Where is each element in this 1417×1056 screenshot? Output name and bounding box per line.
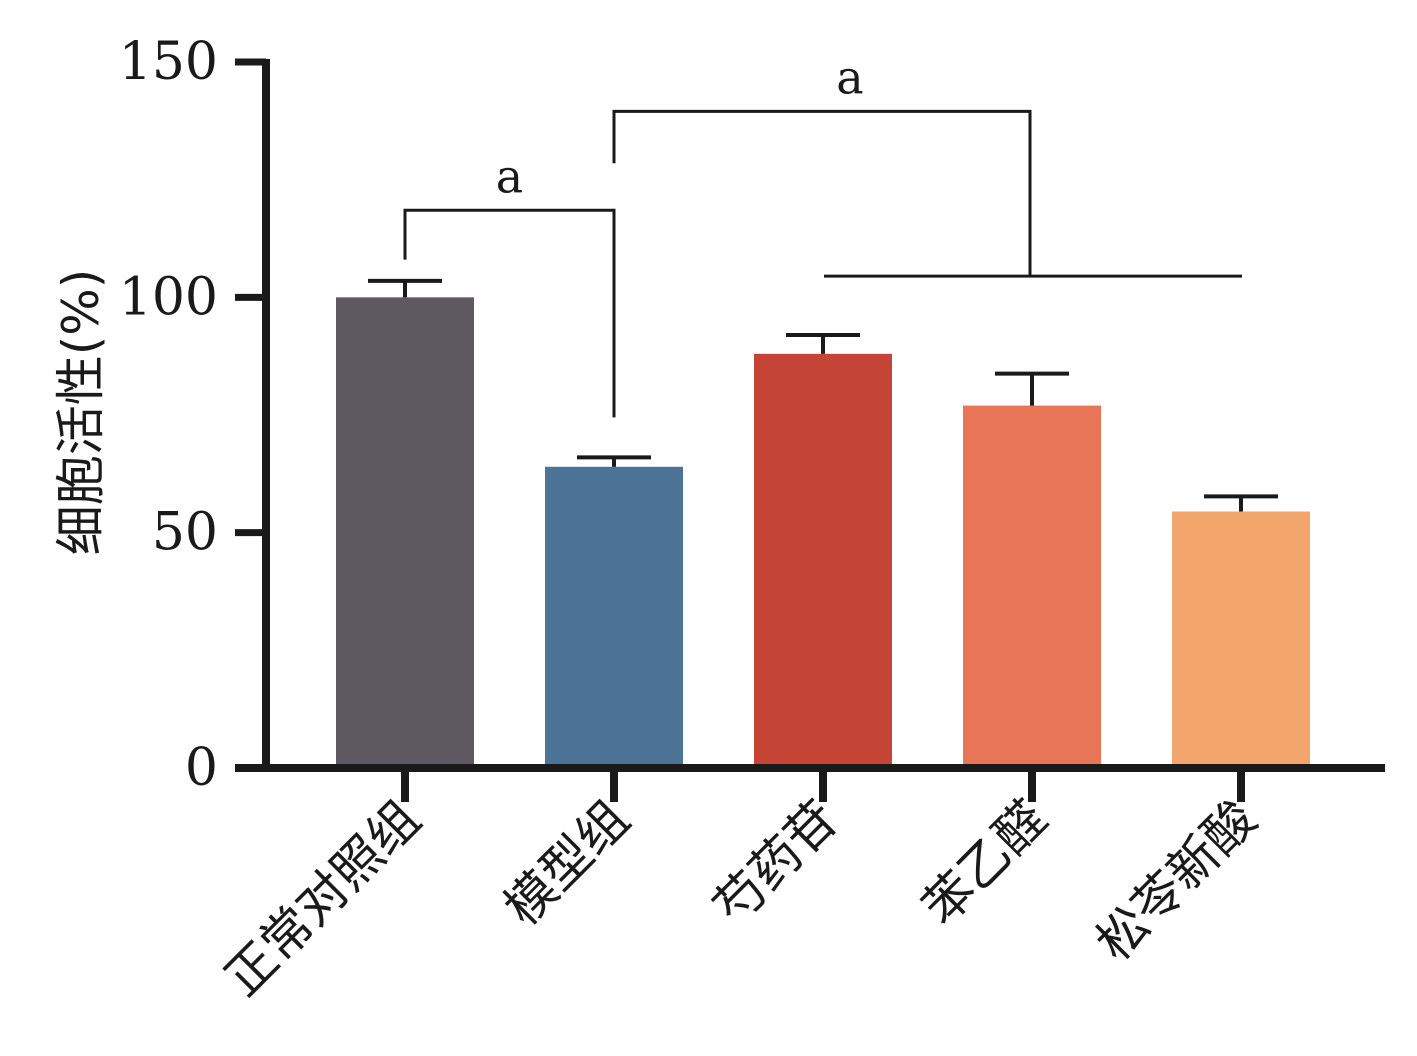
y-axis-label: 细胞活性(%)	[52, 269, 110, 556]
significance-label-1: a	[836, 50, 863, 104]
bar-3	[963, 405, 1101, 768]
plot-area: 0 50 100 150 正常对照组 模型组 芍药苷 苯乙醛 松苓新酸 a a	[119, 32, 1385, 1007]
bar-0	[336, 297, 474, 768]
x-tick-label-3: 苯乙醛	[911, 789, 1058, 936]
bar-2	[754, 353, 892, 768]
y-tick-label-2: 100	[119, 267, 218, 327]
y-tick-label-1: 50	[152, 503, 218, 563]
x-tick-label-2: 芍药苷	[702, 789, 849, 936]
y-tick-label-3: 150	[119, 32, 218, 92]
significance-bracket-1	[612, 109, 1032, 277]
significance-bracket-0	[403, 208, 616, 418]
y-tick-label-0: 0	[185, 738, 218, 798]
x-tick-label-4: 松苓新酸	[1085, 789, 1267, 971]
significance-label-0: a	[496, 149, 523, 203]
bar-1	[545, 466, 683, 768]
x-tick-label-0: 正常对照组	[214, 789, 432, 1007]
bar-4	[1172, 511, 1310, 768]
x-tick-label-1: 模型组	[493, 789, 640, 936]
